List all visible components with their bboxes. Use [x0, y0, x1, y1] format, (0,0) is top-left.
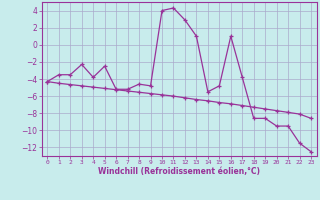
X-axis label: Windchill (Refroidissement éolien,°C): Windchill (Refroidissement éolien,°C): [98, 167, 260, 176]
